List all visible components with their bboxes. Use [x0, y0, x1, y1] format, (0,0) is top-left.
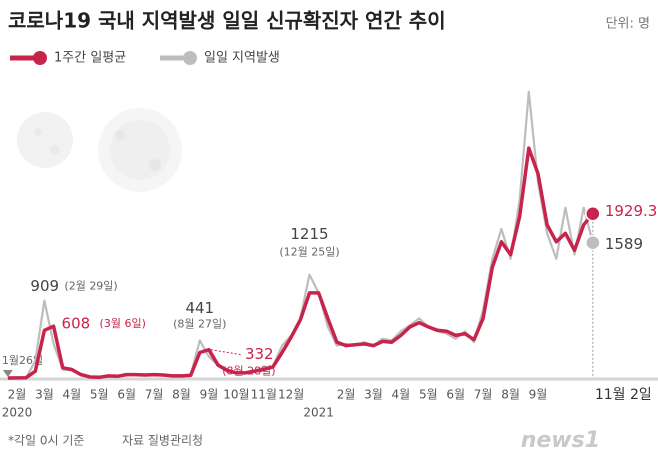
x-tick-label: 8월	[172, 388, 191, 402]
source: 자료 질병관리청	[122, 434, 203, 448]
legend-dot	[33, 51, 47, 65]
annotation-note: (8월 27일)	[173, 316, 226, 330]
annotation-value: 332	[245, 345, 274, 363]
x-tick-label: 9월	[529, 388, 548, 402]
x-tick-label: 3월	[364, 388, 383, 402]
x-tick-label: 7월	[474, 388, 493, 402]
annotation-value: 1589	[605, 235, 643, 253]
x-tick-label: 5월	[90, 388, 109, 402]
footnote: *각일 0시 기준	[8, 434, 84, 448]
legend-label: 1주간 일평균	[54, 51, 126, 66]
virus-illustration	[17, 108, 182, 192]
end-point	[585, 234, 601, 251]
logo: news1	[521, 428, 600, 453]
x-tick-label: 12월	[278, 388, 304, 402]
x-tick-label: 11월 2일	[595, 387, 652, 403]
x-tick-label: 4월	[62, 388, 81, 402]
series-line	[7, 146, 595, 380]
legend-dot	[183, 51, 197, 65]
annotation-value: 608	[62, 315, 91, 333]
x-tick-label: 2월	[8, 388, 27, 402]
x-tick-label: 6월	[117, 388, 136, 402]
annotation-value: 441	[185, 299, 214, 317]
x-tick-label: 11월	[251, 388, 277, 402]
x-tick-label: 9월	[200, 388, 219, 402]
annotation-leader	[210, 349, 243, 356]
year-label: 2021	[303, 406, 334, 420]
x-tick-label: 3월	[35, 388, 54, 402]
annotation-value: 1929.3	[605, 202, 658, 220]
annotation-value: 909	[30, 277, 59, 295]
x-tick-label: 8월	[501, 388, 520, 402]
start-marker	[2, 370, 13, 377]
legend-label: 일일 지역발생	[204, 51, 280, 66]
x-tick-label: 2월	[337, 388, 356, 402]
annotation-note: (2월 29일)	[64, 279, 117, 293]
annotation-value: 1215	[290, 225, 328, 243]
unit: 단위: 명	[606, 17, 650, 32]
x-tick-label: 7월	[145, 388, 164, 402]
x-tick-label: 6월	[446, 388, 465, 402]
end-point	[585, 205, 601, 222]
x-tick-label: 10월	[223, 388, 249, 402]
x-tick-label: 5월	[419, 388, 438, 402]
annotation-note: (8월 28일)	[222, 364, 275, 378]
x-tick-label: 4월	[392, 388, 411, 402]
year-label: 2020	[2, 406, 33, 420]
annotation-note: (12월 25일)	[279, 245, 339, 259]
annotation-note: (3월 6일)	[100, 316, 146, 330]
chart-title: 코로나19 국내 지역발생 일일 신규확진자 연간 추이	[8, 9, 446, 33]
